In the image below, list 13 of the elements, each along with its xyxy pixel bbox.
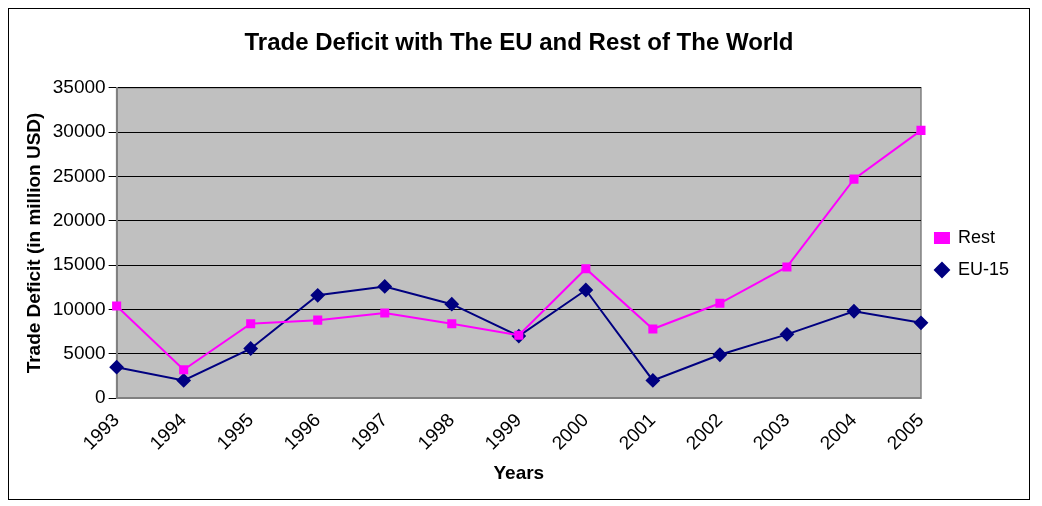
y-tick-label: 30000 [52, 120, 106, 142]
y-tick-label: 15000 [52, 253, 106, 275]
y-tick-label: 35000 [52, 76, 106, 98]
y-tick-label: 5000 [63, 342, 106, 364]
legend-label: Rest [957, 226, 995, 247]
x-axis-title: Years [493, 461, 545, 483]
y-tick-label: 0 [95, 386, 106, 408]
y-tick-label: 20000 [52, 209, 106, 231]
y-axis-title: Trade Deficit (in million USD) [22, 112, 44, 374]
chart-title: Trade Deficit with The EU and Rest of The World [244, 28, 794, 56]
y-tick-label: 10000 [52, 297, 106, 319]
legend-label: EU-15 [957, 258, 1010, 279]
y-tick-label: 25000 [52, 164, 106, 186]
